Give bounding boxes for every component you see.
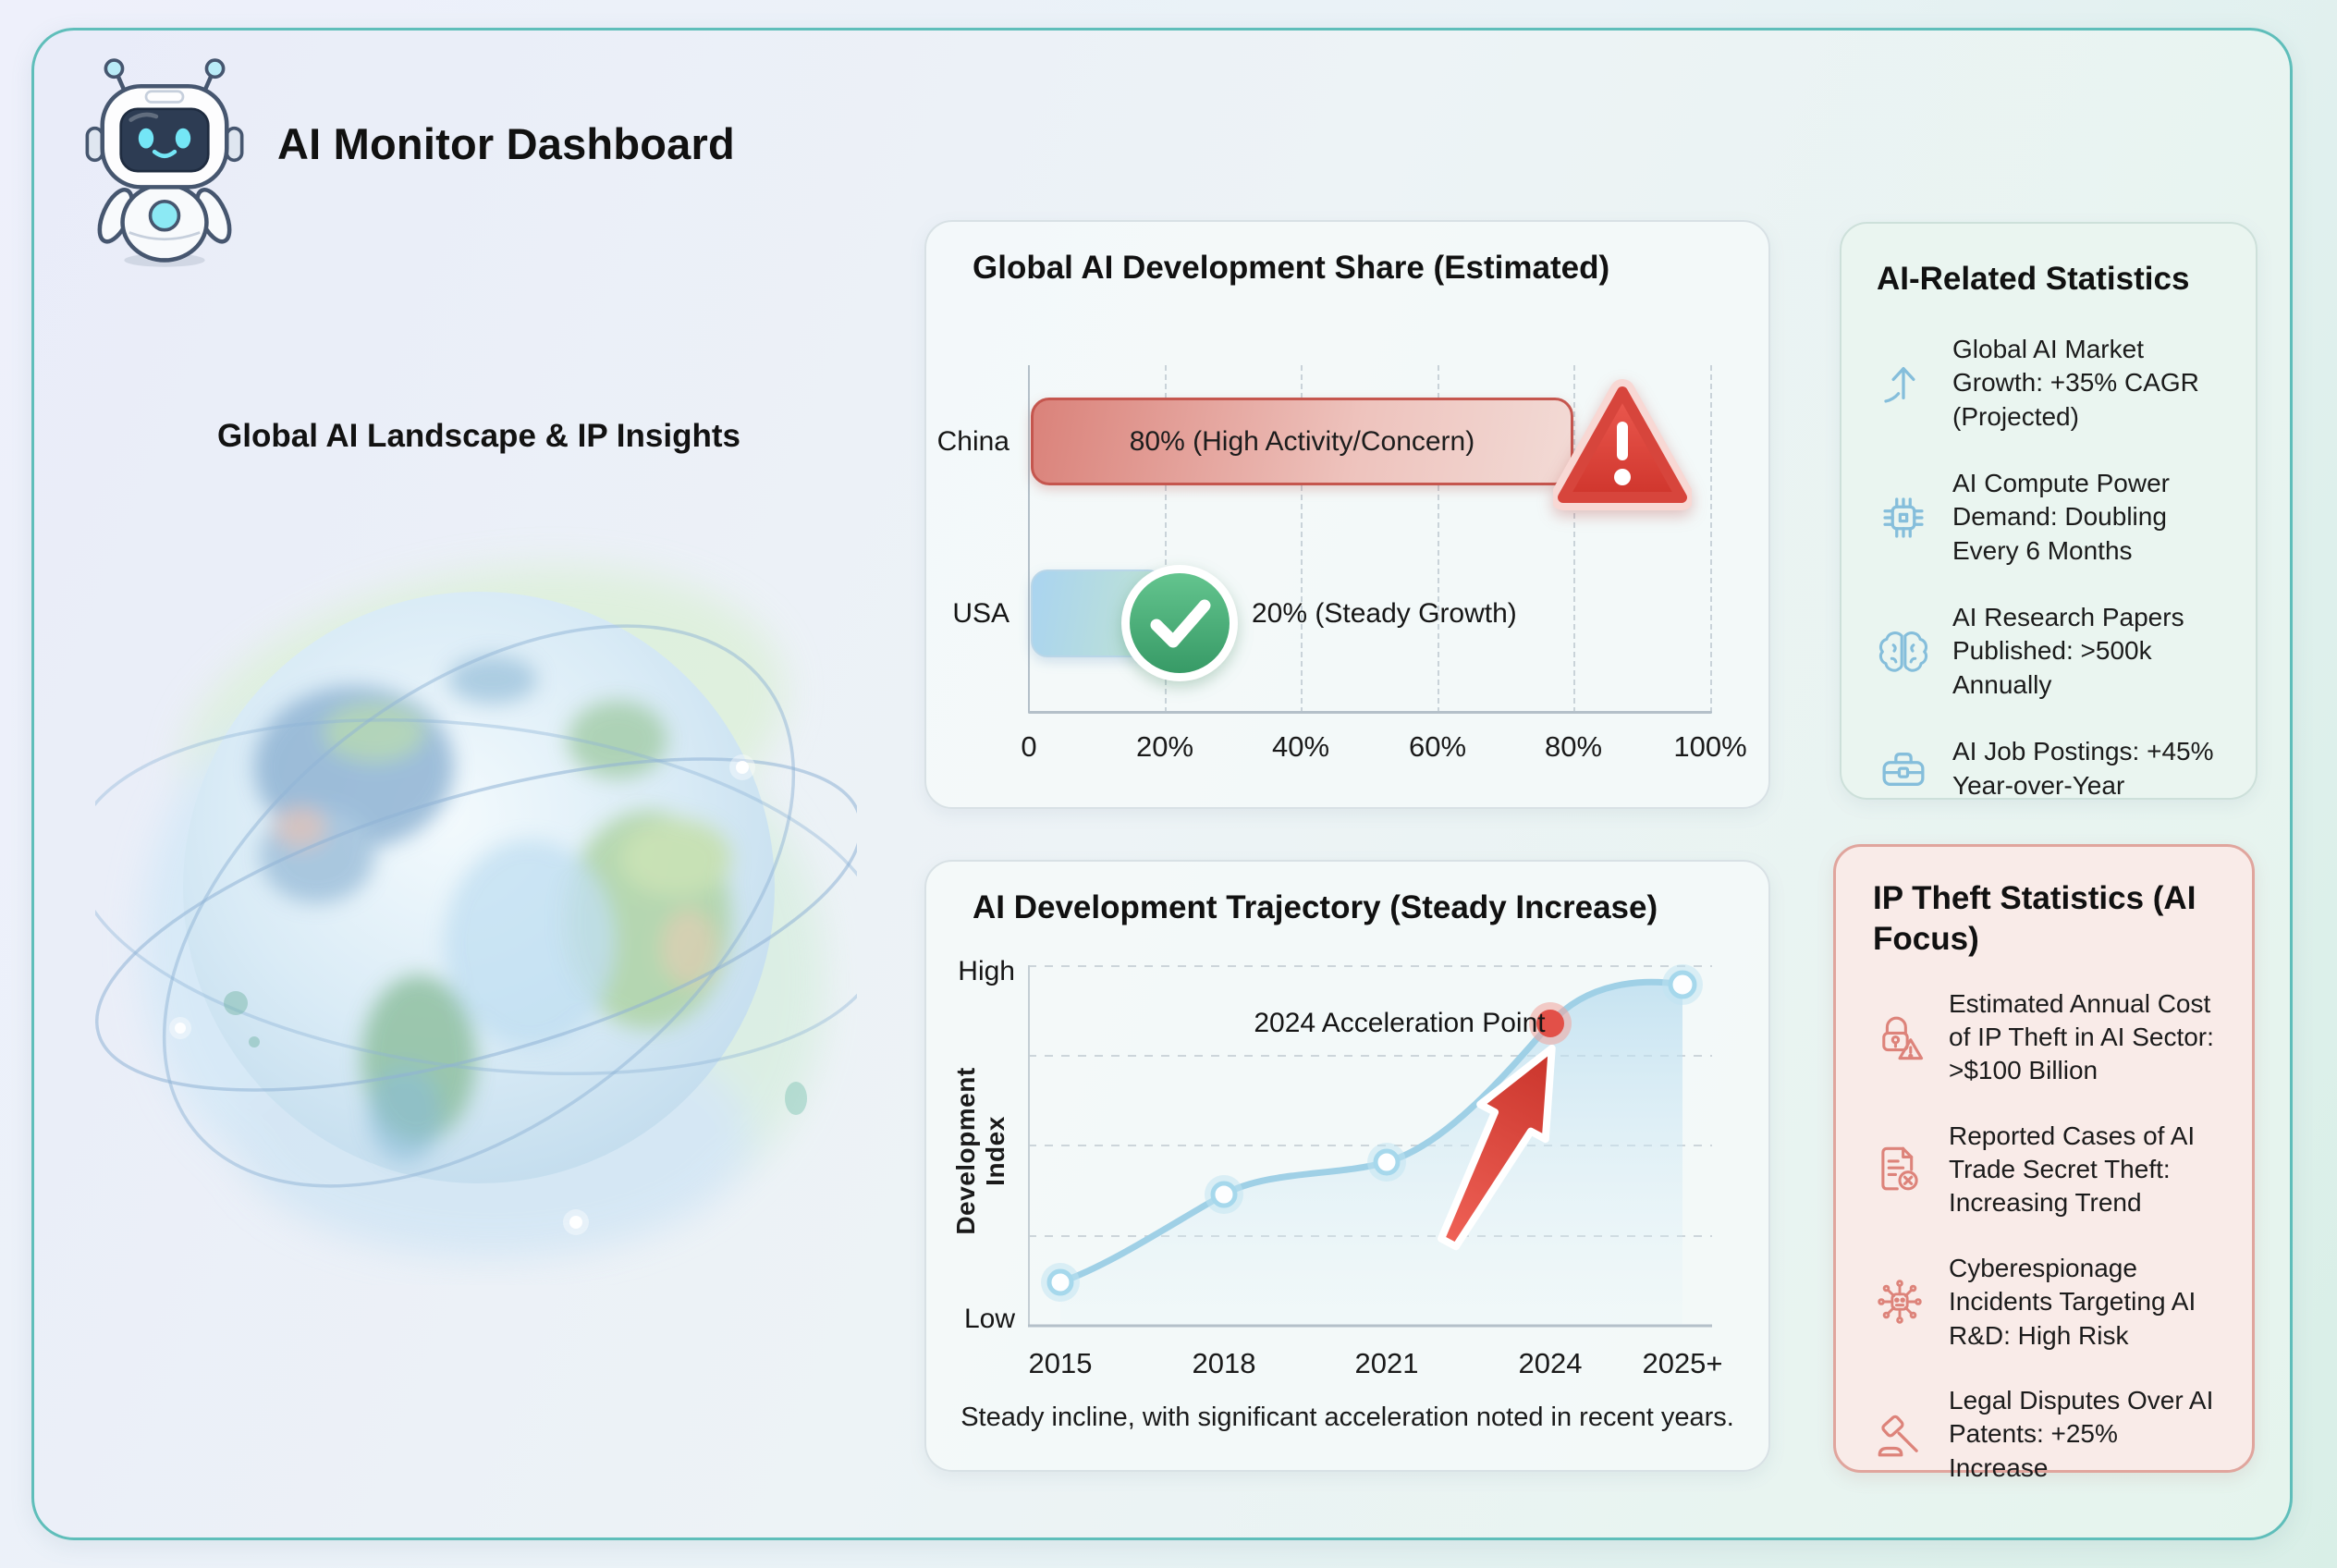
point-2018: [1210, 1181, 1238, 1208]
cyber-espionage-icon: [1878, 1280, 1922, 1325]
warning-icon: [1553, 379, 1692, 510]
ai-statistics-card: AI-Related Statistics Global AI Market G…: [1840, 222, 2257, 800]
bar-label-china: China: [936, 426, 1009, 457]
left-panel-heading: Global AI Landscape & IP Insights: [217, 418, 740, 454]
trajectory-chart-card: AI Development Trajectory (Steady Increa…: [924, 860, 1770, 1472]
x-tick: 40%: [1271, 730, 1330, 763]
ip-theft-title: IP Theft Statistics (AI Focus): [1873, 880, 2196, 957]
stat-text: Reported Cases of AI Trade Secret Theft:…: [1949, 1121, 2196, 1218]
list-item: Cyberespionage Incidents Targeting AI R&…: [1873, 1252, 2215, 1353]
list-item: AI Compute Power Demand: Doubling Every …: [1877, 467, 2221, 568]
continents: [254, 655, 731, 1162]
x-tick: 60%: [1408, 730, 1467, 763]
gridline: [1301, 365, 1303, 713]
trend-up-icon: [1884, 367, 1915, 403]
list-item: Reported Cases of AI Trade Secret Theft:…: [1873, 1120, 2215, 1220]
x-tick: 2025+: [1642, 1347, 1723, 1379]
acceleration-annotation: 2024 Acceleration Point: [1254, 1008, 1546, 1038]
gridline: [1438, 365, 1439, 713]
robot-mascot-icon: [85, 58, 244, 267]
trajectory-plot: [1028, 964, 1712, 1328]
check-icon: [1121, 565, 1238, 681]
gridline: [1710, 365, 1712, 713]
trajectory-caption: Steady incline, with significant acceler…: [960, 1403, 1734, 1432]
ai-statistics-title: AI-Related Statistics: [1877, 261, 2190, 297]
bar-label-usa: USA: [952, 598, 1009, 629]
stat-text: Legal Disputes Over AI Patents: +25% Inc…: [1949, 1386, 2214, 1482]
y-tick-high: High: [958, 956, 1015, 986]
globe-illustration: [95, 567, 857, 1257]
y-axis-label: Development Index: [951, 1067, 1009, 1235]
x-tick: 2021: [1354, 1347, 1419, 1379]
share-chart-y-axis: [1028, 365, 1030, 713]
y-tick-low: Low: [963, 1304, 1015, 1334]
lock-alert-icon: [1882, 1016, 1924, 1060]
share-chart-title: Global AI Development Share (Estimated): [973, 250, 1610, 286]
x-tick: 2015: [1028, 1347, 1093, 1379]
orbit-glow-dots: [169, 754, 807, 1235]
list-item: AI Research Papers Published: >500k Annu…: [1877, 601, 2221, 702]
list-item: Legal Disputes Over AI Patents: +25% Inc…: [1873, 1384, 2215, 1485]
share-chart-card: Global AI Development Share (Estimated) …: [924, 220, 1770, 809]
gavel-icon: [1878, 1415, 1918, 1456]
x-tick: 20%: [1135, 730, 1194, 763]
point-2024-highlight: [1536, 1010, 1564, 1037]
x-tick: 2024: [1518, 1347, 1583, 1379]
bar-china: 80% (High Activity/Concern): [1031, 398, 1573, 485]
bar-usa-value: 20% (Steady Growth): [1252, 598, 1517, 629]
stat-text: AI Research Papers Published: >500k Annu…: [1952, 603, 2184, 699]
trajectory-chart-title: AI Development Trajectory (Steady Increa…: [973, 889, 1658, 925]
list-item: Global AI Market Growth: +35% CAGR (Proj…: [1877, 333, 2221, 434]
x-tick: 80%: [1544, 730, 1603, 763]
ai-statistics-list: Global AI Market Growth: +35% CAGR (Proj…: [1877, 333, 2221, 802]
x-tick: 0: [1021, 730, 1037, 763]
orbit-rings: [95, 624, 857, 1188]
stat-text: Global AI Market Growth: +35% CAGR (Proj…: [1952, 334, 2199, 431]
x-tick: 2018: [1192, 1347, 1256, 1379]
list-item: AI Job Postings: +45% Year-over-Year: [1877, 735, 2221, 802]
page-title: AI Monitor Dashboard: [277, 119, 735, 168]
stat-text: Cyberespionage Incidents Targeting AI R&…: [1949, 1253, 2196, 1350]
gridline: [1573, 365, 1575, 713]
point-2021: [1373, 1148, 1401, 1176]
data-points: [1041, 964, 1703, 1302]
briefcase-icon: [1882, 752, 1925, 786]
bar-china-value: 80% (High Activity/Concern): [1129, 425, 1475, 457]
document-reject-icon: [1881, 1147, 1918, 1191]
list-item: Estimated Annual Cost of IP Theft in AI …: [1873, 987, 2215, 1088]
brain-icon: [1878, 631, 1928, 672]
ip-theft-card: IP Theft Statistics (AI Focus) Estimated…: [1833, 844, 2255, 1482]
ip-theft-list: Estimated Annual Cost of IP Theft in AI …: [1873, 987, 2215, 1486]
point-2015: [1046, 1268, 1074, 1296]
gridline: [1165, 365, 1167, 713]
stat-text: AI Job Postings: +45% Year-over-Year: [1952, 737, 2214, 800]
point-2025: [1668, 970, 1697, 999]
acceleration-arrow: [1438, 1044, 1556, 1251]
stat-text: AI Compute Power Demand: Doubling Every …: [1952, 468, 2170, 565]
x-tick: 100%: [1673, 730, 1747, 763]
chip-icon: [1883, 496, 1924, 538]
stat-text: Estimated Annual Cost of IP Theft in AI …: [1949, 988, 2214, 1085]
share-chart-x-axis: [1028, 711, 1712, 714]
